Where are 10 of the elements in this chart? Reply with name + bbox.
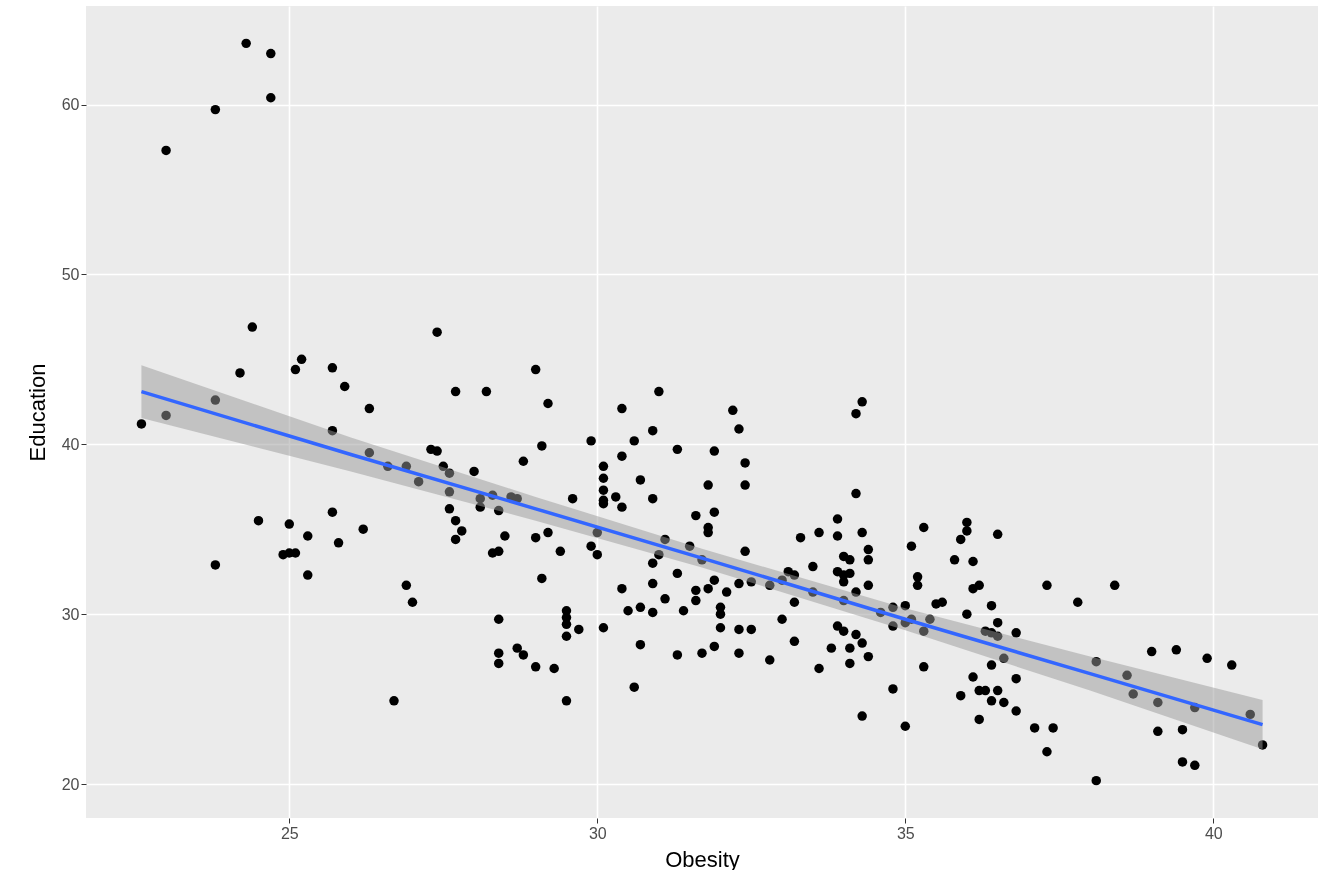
y-tick-label: 60 [61, 96, 80, 114]
y-tick-label: 30 [61, 605, 80, 623]
y-axis-title: Education [24, 363, 50, 462]
y-tick-label: 50 [61, 265, 80, 283]
x-tick-label: 35 [896, 824, 915, 842]
x-tick-label: 25 [280, 824, 299, 842]
y-tick-label: 20 [61, 775, 80, 793]
x-tick-label: 40 [1204, 824, 1223, 842]
x-tick-label: 30 [588, 824, 607, 842]
y-tick-label: 40 [61, 435, 80, 453]
